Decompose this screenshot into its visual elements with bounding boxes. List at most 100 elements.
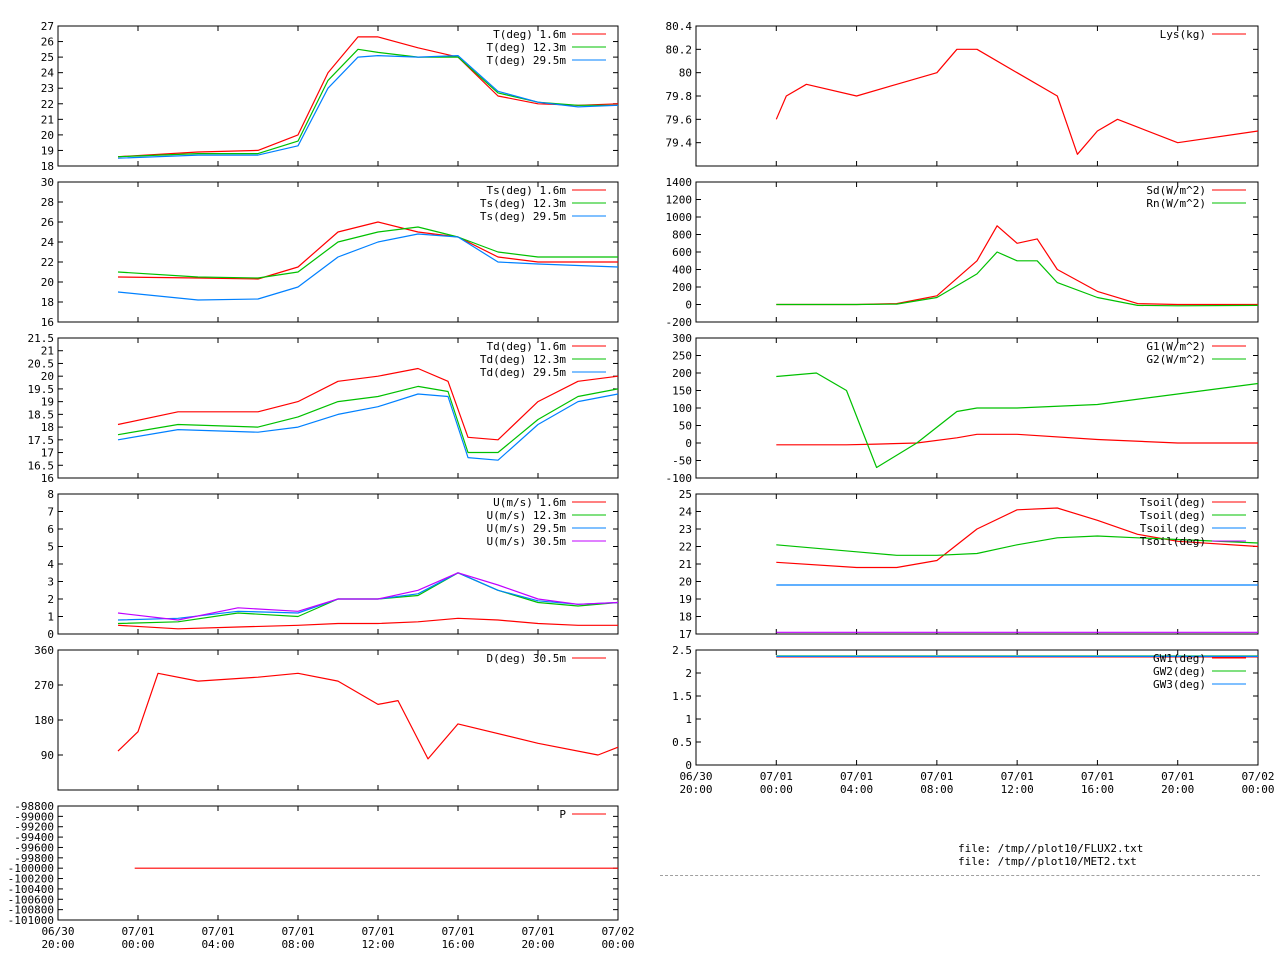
y-tick-label: 4 [47, 558, 54, 571]
y-tick-label: 600 [672, 246, 692, 259]
series-line [117, 367, 619, 441]
y-tick-label: -100800 [8, 904, 54, 917]
x-tick-label: 00:00 [1241, 783, 1274, 796]
y-tick-label: -50 [672, 455, 692, 468]
series-line [117, 221, 618, 280]
y-tick-label: 22 [41, 256, 54, 269]
y-tick-label: 100 [672, 402, 692, 415]
y-tick-label: 23 [679, 523, 692, 536]
chart-panel [695, 493, 1259, 635]
y-tick-label: 90 [41, 749, 54, 762]
y-tick-label: 19 [41, 396, 54, 409]
y-tick-label: 30 [41, 176, 54, 189]
x-tick-label: 07/01 [760, 770, 793, 783]
x-tick-label: 07/01 [201, 925, 234, 938]
chart-panel [57, 649, 619, 791]
legend-label: GW2(deg) [1153, 665, 1206, 678]
y-tick-label: 27 [41, 20, 54, 33]
y-tick-label: 22 [41, 98, 54, 111]
series-line [117, 233, 619, 301]
y-tick-label: 20 [41, 276, 54, 289]
x-tick-label: 07/01 [361, 925, 394, 938]
y-tick-label: -100600 [8, 893, 54, 906]
y-tick-label: 0 [685, 437, 692, 450]
y-tick-label: 21.5 [28, 332, 55, 345]
y-tick-label: 19 [679, 593, 692, 606]
y-tick-label: -98800 [14, 800, 54, 813]
y-tick-label: 19 [41, 144, 54, 157]
x-tick-label: 07/02 [601, 925, 634, 938]
y-tick-label: -100200 [8, 873, 54, 886]
y-tick-label: 150 [672, 385, 692, 398]
y-tick-label: 22 [679, 541, 692, 554]
file-label-met: file: /tmp//plot10/MET2.txt [958, 855, 1137, 868]
chart-panel [57, 337, 619, 479]
y-tick-label: 26 [41, 36, 54, 49]
legend-label: GW1(deg) [1153, 652, 1206, 665]
y-tick-label: 6 [47, 523, 54, 536]
legend-label: Ts(deg) 12.3m [480, 197, 566, 210]
series-line [117, 572, 619, 625]
series-line [117, 385, 619, 454]
legend-label: Ts(deg) 29.5m [480, 210, 566, 223]
y-tick-label: 18 [679, 611, 692, 624]
y-tick-label: 2 [685, 667, 692, 680]
y-tick-label: 0 [685, 759, 692, 772]
series-line [117, 572, 619, 621]
y-tick-label: -100000 [8, 862, 54, 875]
x-tick-label: 07/01 [840, 770, 873, 783]
y-tick-label: 300 [672, 332, 692, 345]
y-tick-label: 24 [41, 67, 55, 80]
y-tick-label: 2 [47, 593, 54, 606]
x-tick-label: 06/30 [679, 770, 712, 783]
x-tick-label: 20:00 [521, 938, 554, 951]
y-tick-label: 17.5 [28, 434, 55, 447]
plot-frame [695, 25, 1259, 167]
chart-panel [57, 493, 619, 635]
plot-frame [57, 337, 619, 479]
x-tick-label: 07/01 [1081, 770, 1114, 783]
legend-label: Ts(deg) 1.6m [487, 184, 567, 197]
divider [660, 875, 1260, 876]
y-tick-label: 800 [672, 229, 692, 242]
x-tick-label: 00:00 [601, 938, 634, 951]
x-tick-label: 07/01 [281, 925, 314, 938]
y-tick-label: 0.5 [672, 736, 692, 749]
y-tick-label: 200 [672, 367, 692, 380]
legend-label: P [559, 808, 566, 821]
series-line [776, 251, 1259, 307]
series-line [775, 48, 1259, 155]
series-line [776, 535, 1259, 556]
legend-label: Td(deg) 12.3m [480, 353, 566, 366]
y-tick-label: 400 [672, 264, 692, 277]
legend-label: U(m/s) 12.3m [487, 509, 567, 522]
y-tick-label: -99600 [14, 841, 54, 854]
x-tick-label: 12:00 [361, 938, 394, 951]
legend-label: Rn(W/m^2) [1146, 197, 1206, 210]
x-tick-label: 12:00 [1001, 783, 1034, 796]
chart-panel [695, 181, 1259, 323]
series-line [117, 36, 619, 158]
legend-label: Tsoil(deg) [1140, 509, 1206, 522]
y-tick-label: 1.5 [672, 690, 692, 703]
y-tick-label: 20.5 [28, 357, 55, 370]
series-line [117, 672, 619, 760]
legend-label: GW3(deg) [1153, 678, 1206, 691]
y-tick-label: 80.2 [666, 43, 693, 56]
y-tick-label: -99800 [14, 852, 54, 865]
plot-frame [57, 25, 619, 167]
y-tick-label: 21 [679, 558, 692, 571]
y-tick-label: 18 [41, 421, 54, 434]
x-tick-label: 20:00 [1161, 783, 1194, 796]
y-tick-label: 8 [47, 488, 54, 501]
y-tick-label: 21 [41, 345, 54, 358]
y-tick-label: -99400 [14, 831, 54, 844]
legend-label: U(m/s) 1.6m [493, 496, 566, 509]
series-line [117, 54, 619, 159]
y-tick-label: 270 [34, 679, 54, 692]
x-tick-label: 06/30 [41, 925, 74, 938]
y-tick-label: 50 [679, 420, 692, 433]
y-tick-label: 21 [41, 113, 54, 126]
plot-frame [57, 181, 619, 323]
